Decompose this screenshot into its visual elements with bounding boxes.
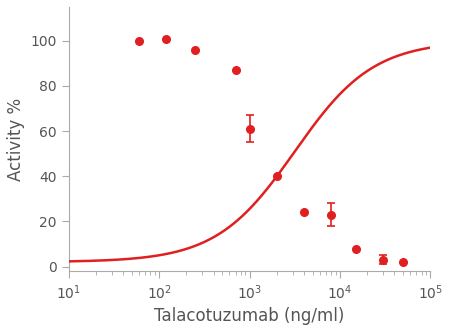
X-axis label: Talacotuzumab (ng/ml): Talacotuzumab (ng/ml) [154, 307, 345, 325]
Y-axis label: Activity %: Activity % [7, 98, 25, 181]
